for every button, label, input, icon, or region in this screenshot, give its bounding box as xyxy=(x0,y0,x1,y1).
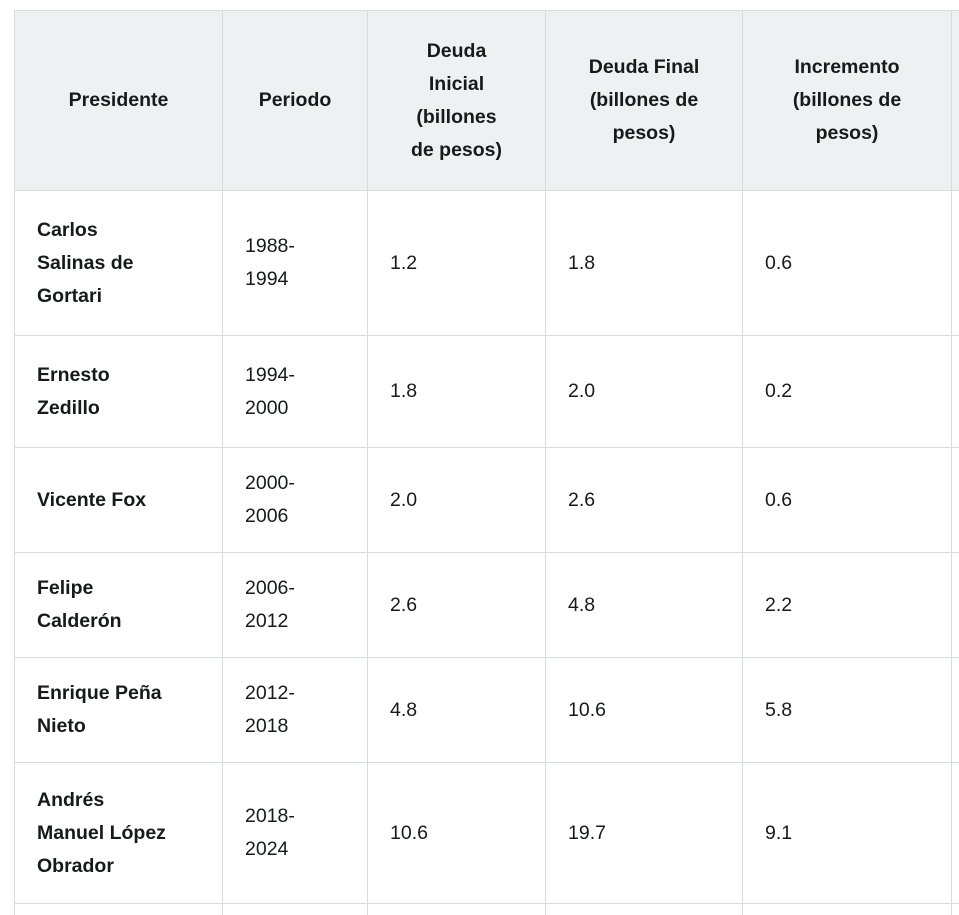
cell-incremento: 9.1 xyxy=(742,762,952,904)
cell-presidente: Andrés Manuel López Obrador xyxy=(14,762,223,904)
cell-deuda-final: 1.8 xyxy=(545,190,743,336)
cell-presidente xyxy=(14,903,223,915)
cell-extra-clipped xyxy=(951,657,959,763)
cell-incremento: 2.2 xyxy=(742,552,952,658)
cell-incremento: 5.8 xyxy=(742,657,952,763)
cell-extra-clipped xyxy=(951,335,959,448)
presidents-debt-table: Presidente Periodo Deuda Inicial (billon… xyxy=(14,10,959,915)
cell-periodo: 2000- 2006 xyxy=(222,447,368,553)
cell-presidente: Enrique Peña Nieto xyxy=(14,657,223,763)
table-row: Felipe Calderón 2006- 2012 2.6 4.8 2.2 xyxy=(14,552,959,658)
cell-incremento: 0.6 xyxy=(742,190,952,336)
cell-incremento: 0.6 xyxy=(742,447,952,553)
cell-deuda-final: 2.6 xyxy=(545,447,743,553)
cell-extra-clipped xyxy=(951,190,959,336)
header-presidente: Presidente xyxy=(14,10,223,191)
cell-deuda-final: 4.8 xyxy=(545,552,743,658)
cell-periodo xyxy=(222,903,368,915)
cell-extra-clipped xyxy=(951,552,959,658)
cell-periodo: 2012- 2018 xyxy=(222,657,368,763)
cell-incremento: 0.2 xyxy=(742,335,952,448)
cell-presidente: Felipe Calderón xyxy=(14,552,223,658)
cell-periodo: 1988- 1994 xyxy=(222,190,368,336)
cell-presidente: Ernesto Zedillo xyxy=(14,335,223,448)
cell-extra-clipped xyxy=(951,447,959,553)
table-row: Andrés Manuel López Obrador 2018- 2024 1… xyxy=(14,762,959,904)
table-row-partial-clipped xyxy=(14,903,959,915)
cell-deuda-inicial: 2.0 xyxy=(367,447,546,553)
table-row: Enrique Peña Nieto 2012- 2018 4.8 10.6 5… xyxy=(14,657,959,763)
header-incremento: Incremento (billones de pesos) xyxy=(742,10,952,191)
header-deuda-final: Deuda Final (billones de pesos) xyxy=(545,10,743,191)
header-extra-clipped xyxy=(951,10,959,191)
cell-presidente: Vicente Fox xyxy=(14,447,223,553)
cell-deuda-inicial: 10.6 xyxy=(367,762,546,904)
header-row: Presidente Periodo Deuda Inicial (billon… xyxy=(14,10,959,191)
cell-incremento xyxy=(742,903,952,915)
cell-deuda-inicial: 4.8 xyxy=(367,657,546,763)
cell-periodo: 1994- 2000 xyxy=(222,335,368,448)
cell-deuda-inicial: 1.2 xyxy=(367,190,546,336)
cell-deuda-final: 10.6 xyxy=(545,657,743,763)
header-deuda-inicial: Deuda Inicial (billones de pesos) xyxy=(367,10,546,191)
table-row: Vicente Fox 2000- 2006 2.0 2.6 0.6 xyxy=(14,447,959,553)
cell-extra-clipped xyxy=(951,762,959,904)
cell-periodo: 2018- 2024 xyxy=(222,762,368,904)
table-row: Carlos Salinas de Gortari 1988- 1994 1.2… xyxy=(14,190,959,336)
cell-deuda-final: 19.7 xyxy=(545,762,743,904)
header-periodo: Periodo xyxy=(222,10,368,191)
cell-deuda-final xyxy=(545,903,743,915)
cell-deuda-inicial: 1.8 xyxy=(367,335,546,448)
cell-deuda-inicial xyxy=(367,903,546,915)
cell-presidente: Carlos Salinas de Gortari xyxy=(14,190,223,336)
cell-deuda-final: 2.0 xyxy=(545,335,743,448)
cell-periodo: 2006- 2012 xyxy=(222,552,368,658)
cell-extra-clipped xyxy=(951,903,959,915)
cell-deuda-inicial: 2.6 xyxy=(367,552,546,658)
table-row: Ernesto Zedillo 1994- 2000 1.8 2.0 0.2 xyxy=(14,335,959,448)
